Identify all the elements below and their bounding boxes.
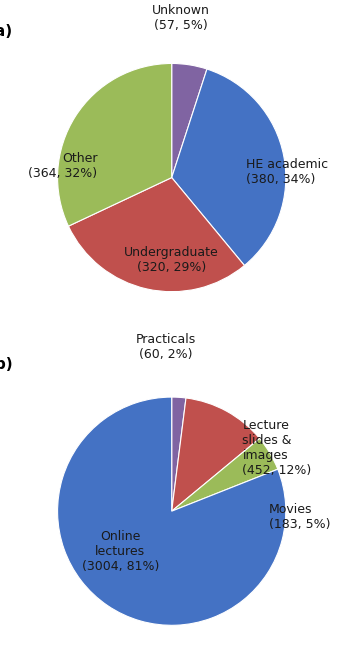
- Wedge shape: [57, 397, 286, 625]
- Text: Movies
(183, 5%): Movies (183, 5%): [269, 503, 330, 531]
- Text: Practicals
(60, 2%): Practicals (60, 2%): [136, 332, 196, 361]
- Wedge shape: [172, 63, 207, 178]
- Wedge shape: [57, 63, 172, 226]
- Text: (b): (b): [0, 357, 14, 372]
- Text: Undergraduate
(320, 29%): Undergraduate (320, 29%): [124, 245, 219, 274]
- Text: Other
(364, 32%): Other (364, 32%): [28, 152, 98, 180]
- Text: Online
lectures
(3004, 81%): Online lectures (3004, 81%): [82, 530, 159, 572]
- Wedge shape: [172, 397, 186, 511]
- Wedge shape: [172, 398, 260, 511]
- Text: HE academic
(380, 34%): HE academic (380, 34%): [246, 158, 328, 186]
- Wedge shape: [172, 69, 286, 265]
- Text: Lecture
slides &
images
(452, 12%): Lecture slides & images (452, 12%): [242, 419, 312, 478]
- Wedge shape: [68, 178, 244, 291]
- Text: (a): (a): [0, 24, 13, 39]
- Wedge shape: [172, 438, 278, 511]
- Text: Unknown
(57, 5%): Unknown (57, 5%): [152, 3, 210, 32]
